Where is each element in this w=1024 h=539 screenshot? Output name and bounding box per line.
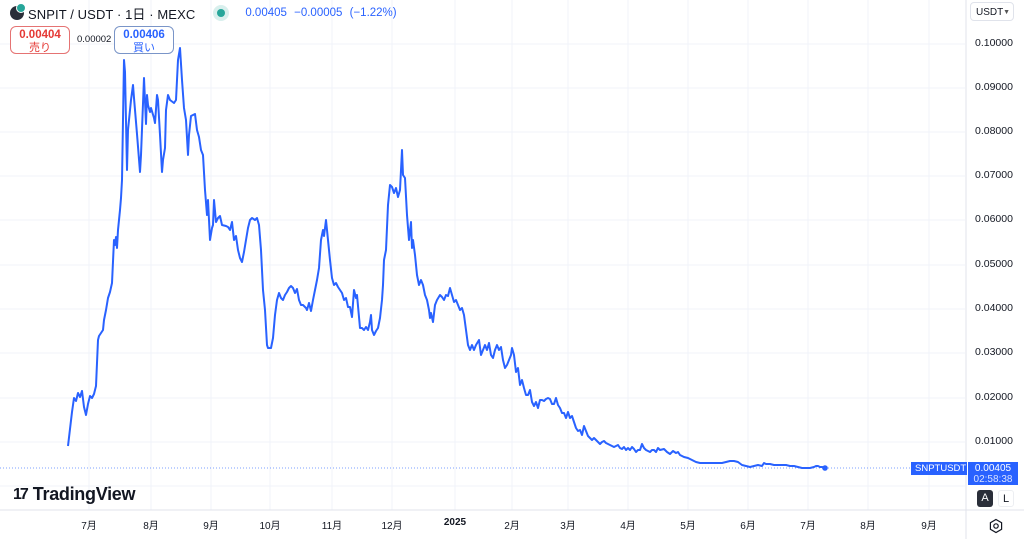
log-scale-button[interactable]: L bbox=[998, 490, 1014, 507]
time-axis-label: 4月 bbox=[620, 521, 636, 532]
time-axis-label-year: 2025 bbox=[443, 517, 467, 528]
time-axis-label: 11月 bbox=[321, 521, 343, 532]
buy-label: 買い bbox=[133, 42, 155, 54]
price-axis-label: 0.07000 bbox=[975, 169, 1013, 181]
sell-price: 0.00404 bbox=[19, 29, 61, 41]
horizontal-gridlines bbox=[0, 43, 965, 487]
buy-price: 0.00406 bbox=[123, 29, 165, 41]
bar-countdown: 02:58:38 bbox=[973, 474, 1013, 485]
settings-gear-icon[interactable] bbox=[988, 518, 1004, 534]
time-axis-label: 8月 bbox=[860, 521, 876, 532]
last-price: 0.00405 bbox=[245, 7, 287, 19]
chart-header: SNPIT / USDT · 1日 · MEXC 0.00405 −0.0000… bbox=[10, 3, 401, 22]
tradingview-mark-icon: 17 bbox=[13, 485, 29, 503]
price-axis-label: 0.08000 bbox=[975, 125, 1013, 137]
price-axis-label: 0.06000 bbox=[975, 213, 1013, 225]
price-axis-label: 0.05000 bbox=[975, 258, 1013, 270]
time-axis-label: 3月 bbox=[560, 521, 576, 532]
price-axis-label: 0.04000 bbox=[975, 302, 1013, 314]
price-axis-label: 0.01000 bbox=[975, 435, 1013, 447]
price-axis-label: 0.03000 bbox=[975, 346, 1013, 358]
time-axis-label: 7月 bbox=[800, 521, 816, 532]
time-axis-label: 9月 bbox=[203, 521, 219, 532]
symbol-price-tag: SNPTUSDT bbox=[911, 462, 967, 475]
price-axis-label: 0.10000 bbox=[975, 37, 1013, 49]
time-axis-label: 12月 bbox=[381, 521, 403, 532]
time-axis-label: 2月 bbox=[504, 521, 520, 532]
price-axis-label: 0.09000 bbox=[975, 81, 1013, 93]
chevron-down-icon: ▼ bbox=[1003, 9, 1010, 16]
time-axis-label: 5月 bbox=[680, 521, 696, 532]
time-axis-label: 8月 bbox=[143, 521, 159, 532]
vertical-gridlines bbox=[88, 0, 930, 510]
sell-label: 売り bbox=[29, 42, 51, 54]
last-price-marker bbox=[822, 465, 828, 471]
time-axis-label: 10月 bbox=[259, 521, 281, 532]
symbol-title[interactable]: SNPIT / USDT · 1日 · MEXC bbox=[28, 6, 196, 22]
price-summary: 0.00405 −0.00005 (−1.22%) bbox=[245, 7, 400, 19]
symbol-logo-icon bbox=[10, 3, 26, 20]
spread-value: 0.00002 bbox=[77, 34, 112, 45]
price-change: −0.00005 bbox=[294, 7, 343, 19]
auto-scale-button[interactable]: A bbox=[977, 490, 993, 507]
time-axis-label: 9月 bbox=[921, 521, 937, 532]
buy-button[interactable]: 0.00406 買い bbox=[114, 26, 174, 54]
last-price-tag-value: 0.00405 bbox=[974, 463, 1012, 474]
tradingview-logo[interactable]: 17 TradingView bbox=[13, 484, 136, 505]
price-line bbox=[67, 47, 827, 469]
price-axis-label: 0.02000 bbox=[975, 391, 1013, 403]
currency-select[interactable]: USDT ▼ bbox=[970, 2, 1014, 21]
market-status-icon bbox=[217, 9, 226, 17]
currency-value: USDT bbox=[976, 7, 1004, 18]
sell-button[interactable]: 0.00404 売り bbox=[10, 26, 70, 54]
tradingview-logo-text: TradingView bbox=[32, 484, 136, 504]
last-price-tag: 0.00405 02:58:38 bbox=[968, 462, 1018, 485]
time-axis-label: 7月 bbox=[81, 521, 97, 532]
time-axis-label: 6月 bbox=[740, 521, 756, 532]
price-change-pct: (−1.22%) bbox=[349, 7, 397, 19]
